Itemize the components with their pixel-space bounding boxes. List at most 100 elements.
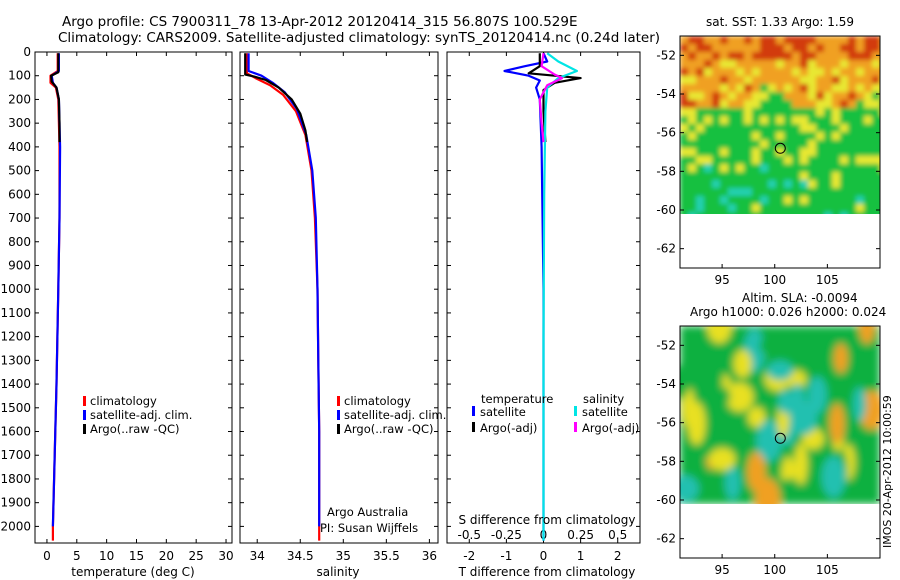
x-tick-label: 35.5 xyxy=(373,549,400,563)
sst-cell xyxy=(792,172,801,181)
sst-cell xyxy=(728,188,737,197)
sst-cell xyxy=(728,132,737,141)
argo-location-marker xyxy=(774,432,786,444)
sst-cell xyxy=(688,148,697,157)
sst-cell xyxy=(832,60,841,69)
sst-cell xyxy=(784,180,793,189)
sst-cell xyxy=(736,108,745,117)
x-tick-label: 34 xyxy=(250,549,265,563)
sst-cell xyxy=(752,116,761,125)
sst-cell xyxy=(688,76,697,85)
sst-cell xyxy=(800,68,809,77)
sst-cell xyxy=(808,164,817,173)
sst-cell xyxy=(840,132,849,141)
sst-cell xyxy=(704,100,713,109)
sst-cell xyxy=(752,92,761,101)
sst-cell xyxy=(696,172,705,181)
sst-cell xyxy=(752,84,761,93)
sst-cell xyxy=(760,60,769,69)
sst-map-field xyxy=(680,36,889,214)
sst-cell xyxy=(856,188,865,197)
sst-cell xyxy=(872,52,880,61)
sst-cell xyxy=(680,132,689,141)
legend-entry: satellite xyxy=(582,405,628,419)
sst-cell xyxy=(688,196,697,205)
sst-cell xyxy=(744,156,753,165)
sst-cell xyxy=(840,204,849,213)
sst-cell xyxy=(752,132,761,141)
sst-cell xyxy=(736,100,745,109)
sst-cell xyxy=(760,140,769,149)
sst-cell xyxy=(872,132,880,141)
sst-cell xyxy=(840,180,849,189)
sst-cell xyxy=(800,76,809,85)
sst-cell xyxy=(880,132,889,141)
sst-cell xyxy=(792,212,801,214)
sst-cell xyxy=(864,172,873,181)
sst-cell xyxy=(776,140,785,149)
sst-cell xyxy=(760,204,769,213)
sst-cell xyxy=(712,44,721,53)
sla-blob xyxy=(794,443,808,485)
sst-cell xyxy=(856,60,865,69)
x-tick-label: 0 xyxy=(540,549,548,563)
sst-cell xyxy=(768,60,777,69)
sst-cell xyxy=(872,196,880,205)
sst-cell xyxy=(768,36,777,45)
sst-cell xyxy=(800,148,809,157)
sst-cell xyxy=(808,172,817,181)
sst-cell xyxy=(704,116,713,125)
sst-cell xyxy=(728,172,737,181)
sst-cell xyxy=(696,36,705,45)
sst-cell xyxy=(880,36,889,45)
sst-cell xyxy=(728,148,737,157)
sst-cell xyxy=(880,108,889,117)
sst-cell xyxy=(856,156,865,165)
sst-cell xyxy=(680,108,689,117)
sst-cell xyxy=(792,44,801,53)
sst-cell xyxy=(816,212,825,214)
sst-cell xyxy=(856,132,865,141)
sst-cell xyxy=(760,92,769,101)
sst-cell xyxy=(816,68,825,77)
sst-cell xyxy=(720,124,729,133)
sst-cell xyxy=(792,140,801,149)
legend-swatch xyxy=(574,422,577,432)
sst-cell xyxy=(824,36,833,45)
sst-cell xyxy=(752,108,761,117)
sst-cell xyxy=(736,188,745,197)
sst-cell xyxy=(808,124,817,133)
sst-cell xyxy=(880,140,889,149)
sst-cell xyxy=(752,164,761,173)
y-tick-label: 700 xyxy=(8,211,31,225)
sst-cell xyxy=(808,52,817,61)
sst-cell xyxy=(768,132,777,141)
sst-cell xyxy=(728,60,737,69)
sst-cell xyxy=(776,172,785,181)
sst-cell xyxy=(680,84,689,93)
sst-cell xyxy=(768,164,777,173)
sst-cell xyxy=(776,180,785,189)
sst-cell xyxy=(680,140,689,149)
x-tick-label: 105 xyxy=(816,273,839,287)
sst-cell xyxy=(768,100,777,109)
sst-cell xyxy=(848,44,857,53)
sst-cell xyxy=(736,76,745,85)
sst-cell xyxy=(720,180,729,189)
sst-cell xyxy=(776,196,785,205)
legend-swatch xyxy=(574,406,577,416)
sst-cell xyxy=(792,188,801,197)
sst-cell xyxy=(856,204,865,213)
y-tick-label: 800 xyxy=(8,235,31,249)
sst-cell xyxy=(848,196,857,205)
sst-cell xyxy=(704,156,713,165)
sst-cell xyxy=(688,116,697,125)
sst-cell xyxy=(832,92,841,101)
sst-cell xyxy=(712,100,721,109)
sst-cell xyxy=(696,180,705,189)
sst-cell xyxy=(832,100,841,109)
sst-cell xyxy=(704,60,713,69)
sst-cell xyxy=(880,164,889,173)
series-line xyxy=(245,53,321,541)
